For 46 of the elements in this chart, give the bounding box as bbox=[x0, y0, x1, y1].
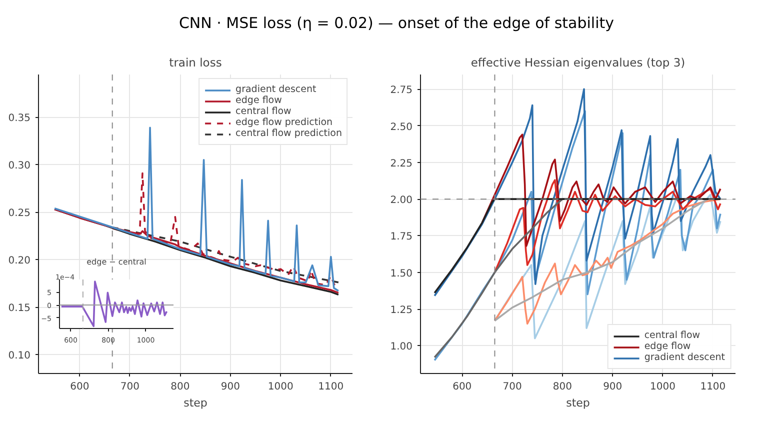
legend-label: gradient descent bbox=[236, 84, 316, 95]
chart-subtitle: effective Hessian eigenvalues (top 3) bbox=[470, 56, 686, 70]
legend-label: central flow bbox=[236, 106, 292, 117]
y-tick-label: 0.15 bbox=[8, 303, 30, 314]
legend-label: gradient descent bbox=[644, 352, 725, 363]
y-tick-label: 1.75 bbox=[390, 232, 412, 243]
line-series bbox=[54, 126, 340, 292]
x-tick-label: 1100 bbox=[318, 382, 344, 392]
x-tick-label: 700 bbox=[120, 382, 140, 392]
y-tick-label: 2.25 bbox=[390, 158, 412, 170]
line-series bbox=[111, 226, 340, 284]
x-tick-label: 1100 bbox=[700, 382, 726, 392]
x-tick-label: 800 bbox=[552, 382, 572, 392]
legend-label: edge flow bbox=[236, 95, 282, 106]
line-series bbox=[434, 88, 722, 297]
x-tick-label: 900 bbox=[220, 382, 240, 392]
y-tick-label: 0.30 bbox=[8, 160, 30, 172]
chart-subtitle: edge − central bbox=[86, 258, 146, 266]
x-axis-title: step bbox=[184, 396, 208, 410]
y-tick-label: 0.10 bbox=[8, 350, 30, 362]
y-tick-label: 2.00 bbox=[390, 195, 412, 206]
legend-label: central flow prediction bbox=[236, 128, 342, 139]
y-tick-label: 2.50 bbox=[390, 122, 412, 133]
text: CNN · MSE loss (η = 0.02) — onset of the edge of stability bbox=[178, 13, 614, 34]
y-tick-label: 0.35 bbox=[8, 113, 30, 124]
x-tick-label: 600 bbox=[452, 382, 472, 392]
legend-label: central flow bbox=[644, 330, 700, 341]
legend-label: edge flow prediction bbox=[236, 117, 333, 128]
y-tick-label: 0.25 bbox=[8, 208, 30, 220]
x-tick-label: 700 bbox=[502, 382, 522, 392]
x-axis-title: step bbox=[566, 396, 590, 410]
x-tick-label: 900 bbox=[603, 382, 622, 392]
x-tick-label: 800 bbox=[170, 382, 190, 392]
chart-subtitle: train loss bbox=[169, 56, 222, 70]
line-series bbox=[434, 198, 722, 294]
y-tick-label: 2.75 bbox=[390, 85, 412, 96]
legend-label: edge flow bbox=[644, 341, 691, 352]
line-series bbox=[60, 280, 168, 328]
x-tick-label: 1000 bbox=[650, 382, 676, 392]
y-tick-label: 1.25 bbox=[390, 305, 412, 316]
x-tick-label: 1000 bbox=[268, 382, 294, 392]
y-tick-label: 1.00 bbox=[390, 342, 412, 353]
x-tick-label: 600 bbox=[70, 382, 90, 392]
y-tick-label: 1.50 bbox=[390, 268, 412, 280]
line-series bbox=[481, 134, 722, 247]
y-tick-label: 0.20 bbox=[8, 256, 30, 267]
